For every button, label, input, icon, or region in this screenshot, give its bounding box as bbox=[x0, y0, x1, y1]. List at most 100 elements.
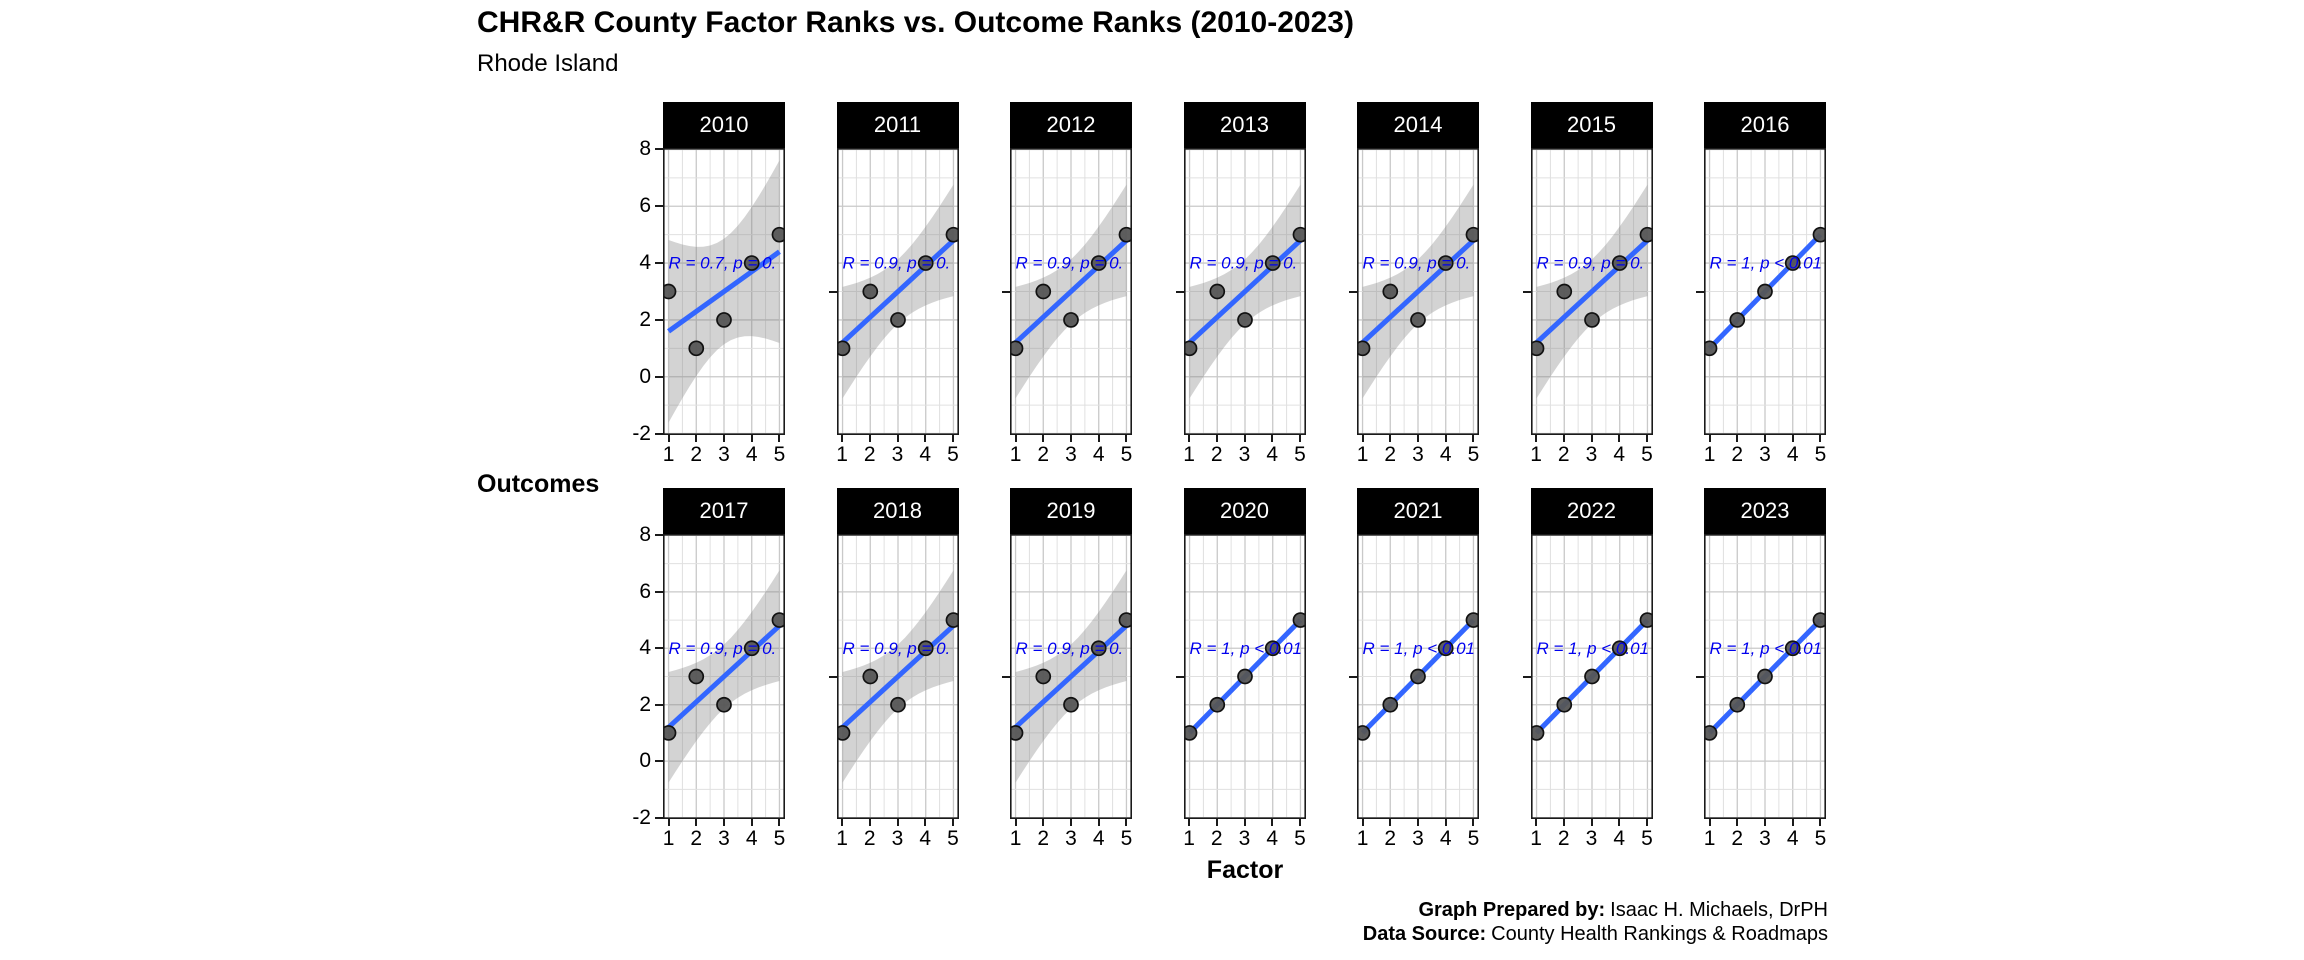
x-axis-tick-label: 5 bbox=[1641, 827, 1653, 850]
data-point bbox=[1357, 725, 1371, 741]
x-axis-tick bbox=[1708, 819, 1711, 826]
x-axis-tick-label: 2 bbox=[1384, 443, 1397, 466]
x-axis-tick bbox=[1298, 819, 1301, 826]
facet-panel: R = 1, p < 0.01 bbox=[1530, 534, 1653, 819]
y-axis-tick-label: -2 bbox=[632, 421, 651, 445]
facet-panel: R = 1, p < 0.01 bbox=[1357, 534, 1479, 819]
correlation-annotation: R = 1, p < 0.01 bbox=[1189, 639, 1301, 658]
x-axis-tick bbox=[667, 435, 670, 442]
data-point bbox=[1704, 340, 1718, 357]
facet-panel: R = 1, p < 0.01 bbox=[1704, 534, 1826, 819]
data-point bbox=[1264, 640, 1281, 657]
facet-strip: 2012 bbox=[1010, 102, 1132, 148]
data-point bbox=[1090, 255, 1107, 271]
caption-data-source: Data Source: County Health Rankings & Roa… bbox=[1363, 922, 1828, 946]
x-axis-tick bbox=[1271, 435, 1274, 442]
facet-strip: 2023 bbox=[1704, 488, 1826, 534]
x-axis-tick bbox=[695, 435, 698, 442]
facet-strip: 2018 bbox=[836, 488, 959, 534]
correlation-annotation: R = 0.9, p = 0. bbox=[1189, 254, 1297, 273]
x-axis-tick bbox=[1535, 435, 1538, 442]
x-axis-tick bbox=[723, 819, 725, 826]
y-axis-tick-label: 2 bbox=[639, 692, 651, 716]
data-point bbox=[945, 226, 959, 243]
data-point bbox=[1812, 226, 1826, 243]
facet-panel: R = 0.9, p = 0. bbox=[663, 534, 785, 819]
facet-year-label: 2011 bbox=[873, 112, 922, 137]
y-axis-tick bbox=[655, 647, 663, 650]
facet-strip: 2017 bbox=[663, 488, 785, 534]
x-axis-tick-label: 5 bbox=[1467, 443, 1480, 466]
x-axis-tick-label: 4 bbox=[1613, 443, 1626, 466]
y-axis-stub-tick bbox=[1522, 675, 1531, 678]
data-point bbox=[1090, 640, 1107, 657]
data-point bbox=[1183, 725, 1197, 741]
regression-line bbox=[1013, 623, 1129, 730]
x-axis-tick-label: 4 bbox=[1092, 827, 1105, 850]
data-point bbox=[1784, 255, 1801, 271]
x-axis-tick bbox=[1708, 435, 1711, 442]
data-point bbox=[1063, 696, 1079, 713]
chart-caption: Graph Prepared by: Isaac H. Michaels, DrP… bbox=[1363, 898, 1828, 946]
regression-line bbox=[840, 238, 955, 345]
x-axis-tick-label: 5 bbox=[773, 443, 786, 466]
x-axis-tick bbox=[778, 435, 781, 442]
facet-year-label: 2019 bbox=[1046, 498, 1096, 523]
x-axis-title: Factor bbox=[1206, 856, 1284, 884]
y-axis-tick-label: 6 bbox=[639, 194, 651, 218]
x-axis-tick bbox=[1417, 819, 1419, 826]
x-axis-tick bbox=[1618, 435, 1621, 442]
x-axis-tick bbox=[1097, 819, 1100, 826]
x-axis-tick-label: 1 bbox=[1183, 827, 1195, 850]
x-axis-tick-label: 2 bbox=[1037, 443, 1050, 466]
data-point bbox=[889, 696, 906, 713]
x-axis-tick-label: 4 bbox=[919, 827, 932, 850]
x-axis-tick-label: 5 bbox=[1120, 443, 1133, 466]
y-axis-tick bbox=[655, 590, 663, 593]
data-point bbox=[1437, 640, 1454, 657]
facet-year-label: 2016 bbox=[1740, 112, 1790, 137]
y-axis-tick-label: 2 bbox=[639, 307, 651, 331]
data-point bbox=[1757, 668, 1773, 685]
x-axis-tick-label: 2 bbox=[863, 443, 876, 466]
x-axis-tick bbox=[667, 819, 670, 826]
x-axis-tick bbox=[723, 435, 725, 442]
x-axis-tick bbox=[1042, 435, 1045, 442]
data-point bbox=[861, 283, 878, 300]
x-axis-tick bbox=[924, 435, 927, 442]
correlation-annotation: R = 1, p < 0.01 bbox=[1363, 639, 1475, 658]
correlation-annotation: R = 0.9, p = 0. bbox=[842, 254, 950, 273]
caption-prepared-by-label: Graph Prepared by: bbox=[1418, 899, 1606, 921]
facet-panel: R = 0.9, p = 0. bbox=[1183, 148, 1306, 435]
data-point bbox=[1118, 612, 1132, 628]
data-point bbox=[889, 312, 906, 328]
data-point bbox=[1292, 612, 1306, 628]
data-point bbox=[1208, 283, 1225, 300]
correlation-annotation: R = 0.9, p = 0. bbox=[1016, 639, 1124, 658]
x-axis-tick-label: 3 bbox=[1585, 827, 1598, 850]
facet-strip: 2014 bbox=[1357, 102, 1479, 148]
facet-panel: R = 1, p < 0.01 bbox=[1183, 534, 1306, 819]
regression-line bbox=[1013, 238, 1129, 345]
x-axis-tick bbox=[841, 819, 844, 826]
x-axis-tick-label: 3 bbox=[1065, 443, 1077, 466]
x-axis-tick-label: 1 bbox=[1009, 827, 1022, 850]
x-axis-tick bbox=[1819, 435, 1822, 442]
x-axis-tick-label: 4 bbox=[1786, 827, 1799, 850]
x-axis-tick-label: 2 bbox=[1731, 827, 1744, 850]
x-axis-tick bbox=[1590, 819, 1593, 826]
facet-year-label: 2023 bbox=[1740, 498, 1790, 523]
facet-strip: 2011 bbox=[836, 102, 959, 148]
x-axis-tick-label: 1 bbox=[1183, 443, 1195, 466]
x-axis-tick bbox=[1097, 435, 1100, 442]
x-axis-tick bbox=[1444, 819, 1447, 826]
data-point bbox=[917, 640, 934, 657]
data-point bbox=[1583, 668, 1600, 685]
x-axis-tick-label: 5 bbox=[1467, 827, 1480, 850]
x-axis-tick-label: 5 bbox=[1641, 443, 1653, 466]
data-point bbox=[1812, 612, 1826, 628]
data-point bbox=[1410, 312, 1426, 328]
x-axis-tick-label: 1 bbox=[1356, 827, 1369, 850]
facet-panel: R = 0.9, p = 0. bbox=[1010, 534, 1132, 819]
